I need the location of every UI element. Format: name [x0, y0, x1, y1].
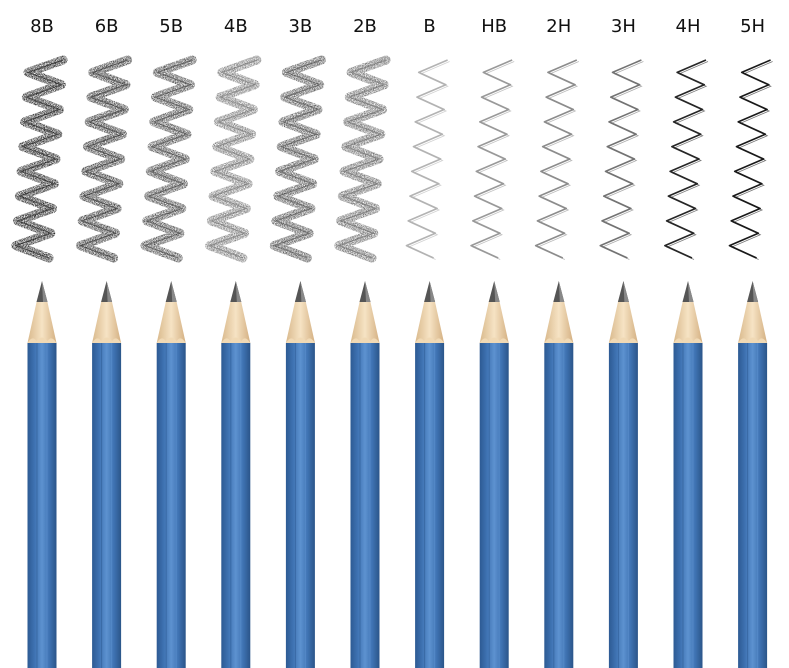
grade-label-4h: 4H	[676, 16, 701, 37]
stroke-swatch-6b	[75, 55, 133, 263]
grade-label-4b: 4B	[224, 16, 248, 37]
grade-label-8b: 8B	[30, 16, 54, 37]
pencil-3b	[285, 281, 315, 668]
grade-label-3b: 3B	[288, 16, 312, 37]
pencil-hb	[479, 281, 509, 668]
pencil-2b	[350, 281, 380, 668]
pencil-4b	[221, 281, 251, 668]
stroke-swatch-3h	[599, 59, 644, 260]
pencil-6b	[92, 281, 122, 668]
grade-label-5h: 5H	[740, 16, 765, 37]
pencil-5b	[156, 281, 186, 668]
grade-label-b: B	[423, 16, 435, 37]
stroke-swatch-2h	[534, 59, 579, 260]
grade-label-3h: 3H	[611, 16, 636, 37]
grade-label-hb: HB	[481, 16, 507, 37]
stroke-swatch-8b	[11, 55, 68, 263]
stroke-swatch-b	[405, 59, 450, 260]
stroke-swatch-3b	[269, 55, 326, 263]
pencil-2h	[544, 281, 574, 668]
pencil-3h	[608, 281, 638, 668]
stroke-swatch-4h	[664, 59, 709, 260]
stroke-swatch-4b	[205, 55, 262, 263]
pencil-b	[415, 281, 445, 668]
grade-label-2h: 2H	[546, 16, 571, 37]
grade-label-2b: 2B	[353, 16, 377, 37]
stroke-swatch-5b	[140, 55, 197, 263]
pencil-8b	[27, 281, 57, 668]
stroke-swatch-2b	[334, 55, 391, 263]
stroke-swatch-5h	[728, 59, 773, 260]
grade-label-5b: 5B	[159, 16, 183, 37]
pencil-5h	[738, 281, 768, 668]
pencil-4h	[673, 281, 703, 668]
stroke-swatch-hb	[470, 59, 515, 260]
grade-label-6b: 6B	[95, 16, 119, 37]
